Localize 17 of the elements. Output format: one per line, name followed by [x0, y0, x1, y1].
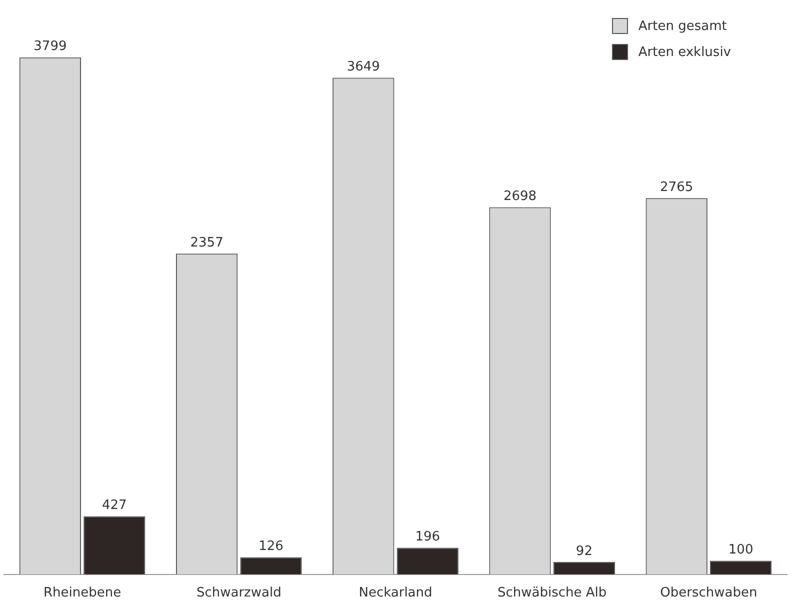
- x-tick-label: Oberschwaben: [660, 586, 758, 601]
- data-label: 427: [102, 498, 127, 514]
- data-label: 2698: [503, 189, 537, 204]
- data-label: 2765: [660, 180, 694, 195]
- x-tick-label: Schwäbische Alb: [498, 586, 607, 601]
- data-label: 126: [258, 539, 284, 554]
- x-tick-label: Rheinebene: [43, 586, 122, 601]
- x-tick-label: Schwarzwald: [196, 586, 282, 601]
- legend-label: Arten exklusiv: [638, 44, 731, 60]
- data-label: 3649: [346, 60, 380, 75]
- data-label: 92: [576, 544, 592, 559]
- x-tick-label: Neckarland: [358, 586, 432, 601]
- data-label: 3799: [34, 39, 67, 54]
- data-label: 100: [728, 542, 754, 558]
- data-label: 2357: [190, 235, 224, 250]
- data-label: 196: [415, 530, 440, 545]
- legend-label: Arten gesamt: [638, 18, 727, 34]
